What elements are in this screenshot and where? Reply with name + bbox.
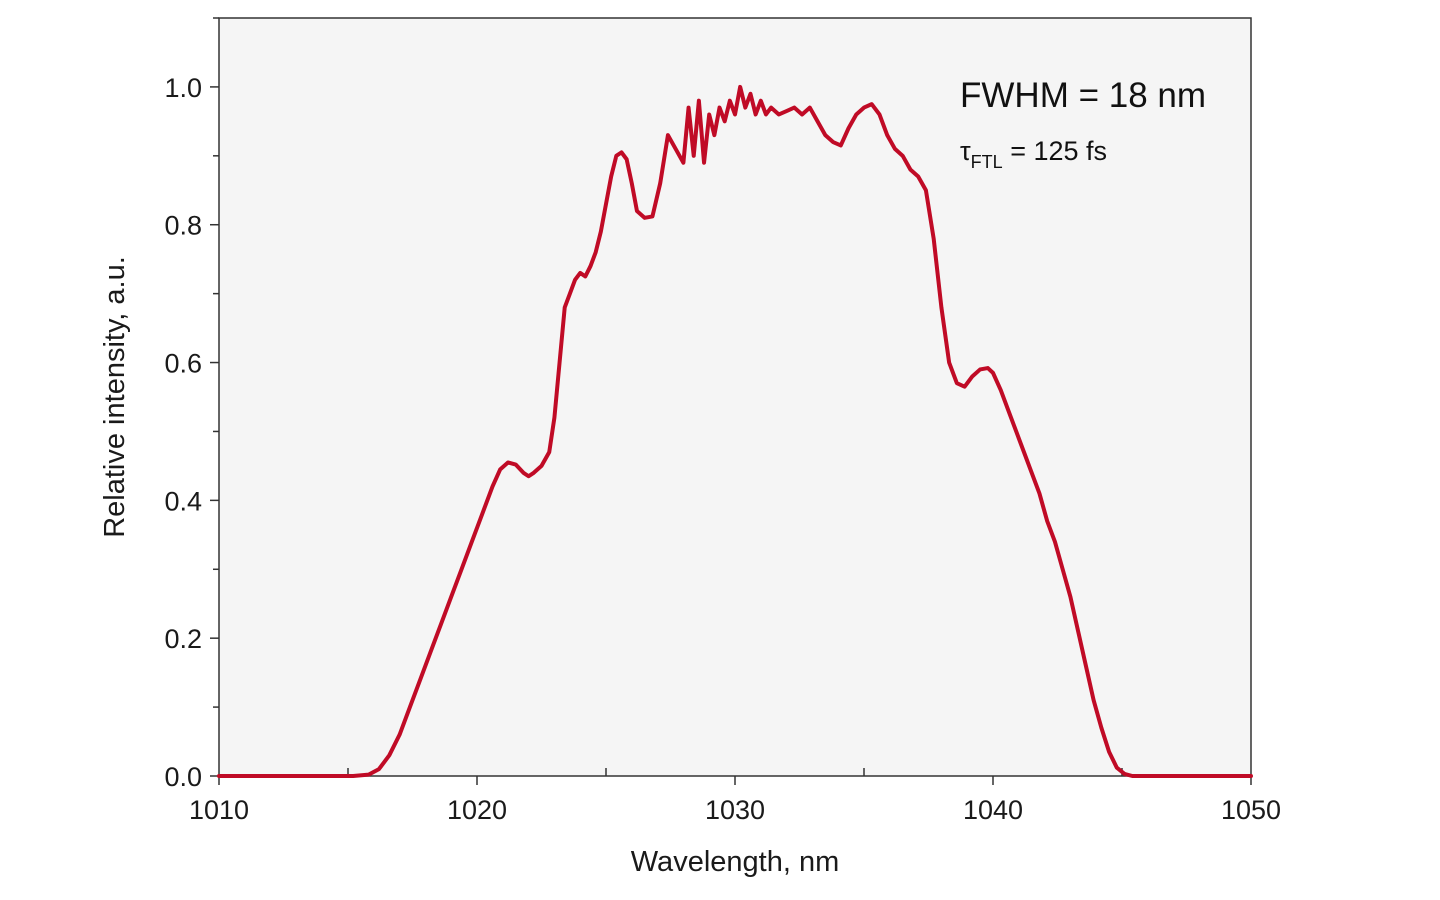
tau-value: = 125 fs — [1003, 136, 1107, 166]
tau-symbol: τ — [960, 136, 971, 166]
x-axis-title: Wavelength, nm — [631, 846, 839, 878]
y-tick-label: 0.4 — [164, 486, 202, 516]
y-tick-label: 0.6 — [164, 349, 202, 379]
y-tick-label: 0.8 — [164, 211, 202, 241]
tau-subscript: FTL — [971, 152, 1003, 172]
tau-ftl-annotation: τFTL = 125 fs — [960, 136, 1107, 172]
x-tick-label: 1030 — [705, 795, 765, 825]
y-axis-title: Relative intensity, a.u. — [99, 256, 131, 538]
fwhm-annotation: FWHM = 18 nm — [960, 76, 1206, 115]
axis-ticks — [210, 17, 1252, 785]
x-tick-label: 1040 — [963, 795, 1023, 825]
x-tick-label: 1050 — [1221, 795, 1281, 825]
y-tick-label: 0.0 — [164, 762, 202, 792]
y-tick-label: 0.2 — [164, 624, 202, 654]
plot-area — [218, 17, 1252, 777]
y-tick-label: 1.0 — [164, 73, 202, 103]
spectrum-line — [217, 84, 1253, 778]
x-tick-label: 1010 — [189, 795, 249, 825]
x-tick-label: 1020 — [447, 795, 507, 825]
tick-labels: 1010 1020 1030 1040 1050 0.0 0.2 0.4 0.6 0.8 1.0 — [164, 73, 1281, 825]
